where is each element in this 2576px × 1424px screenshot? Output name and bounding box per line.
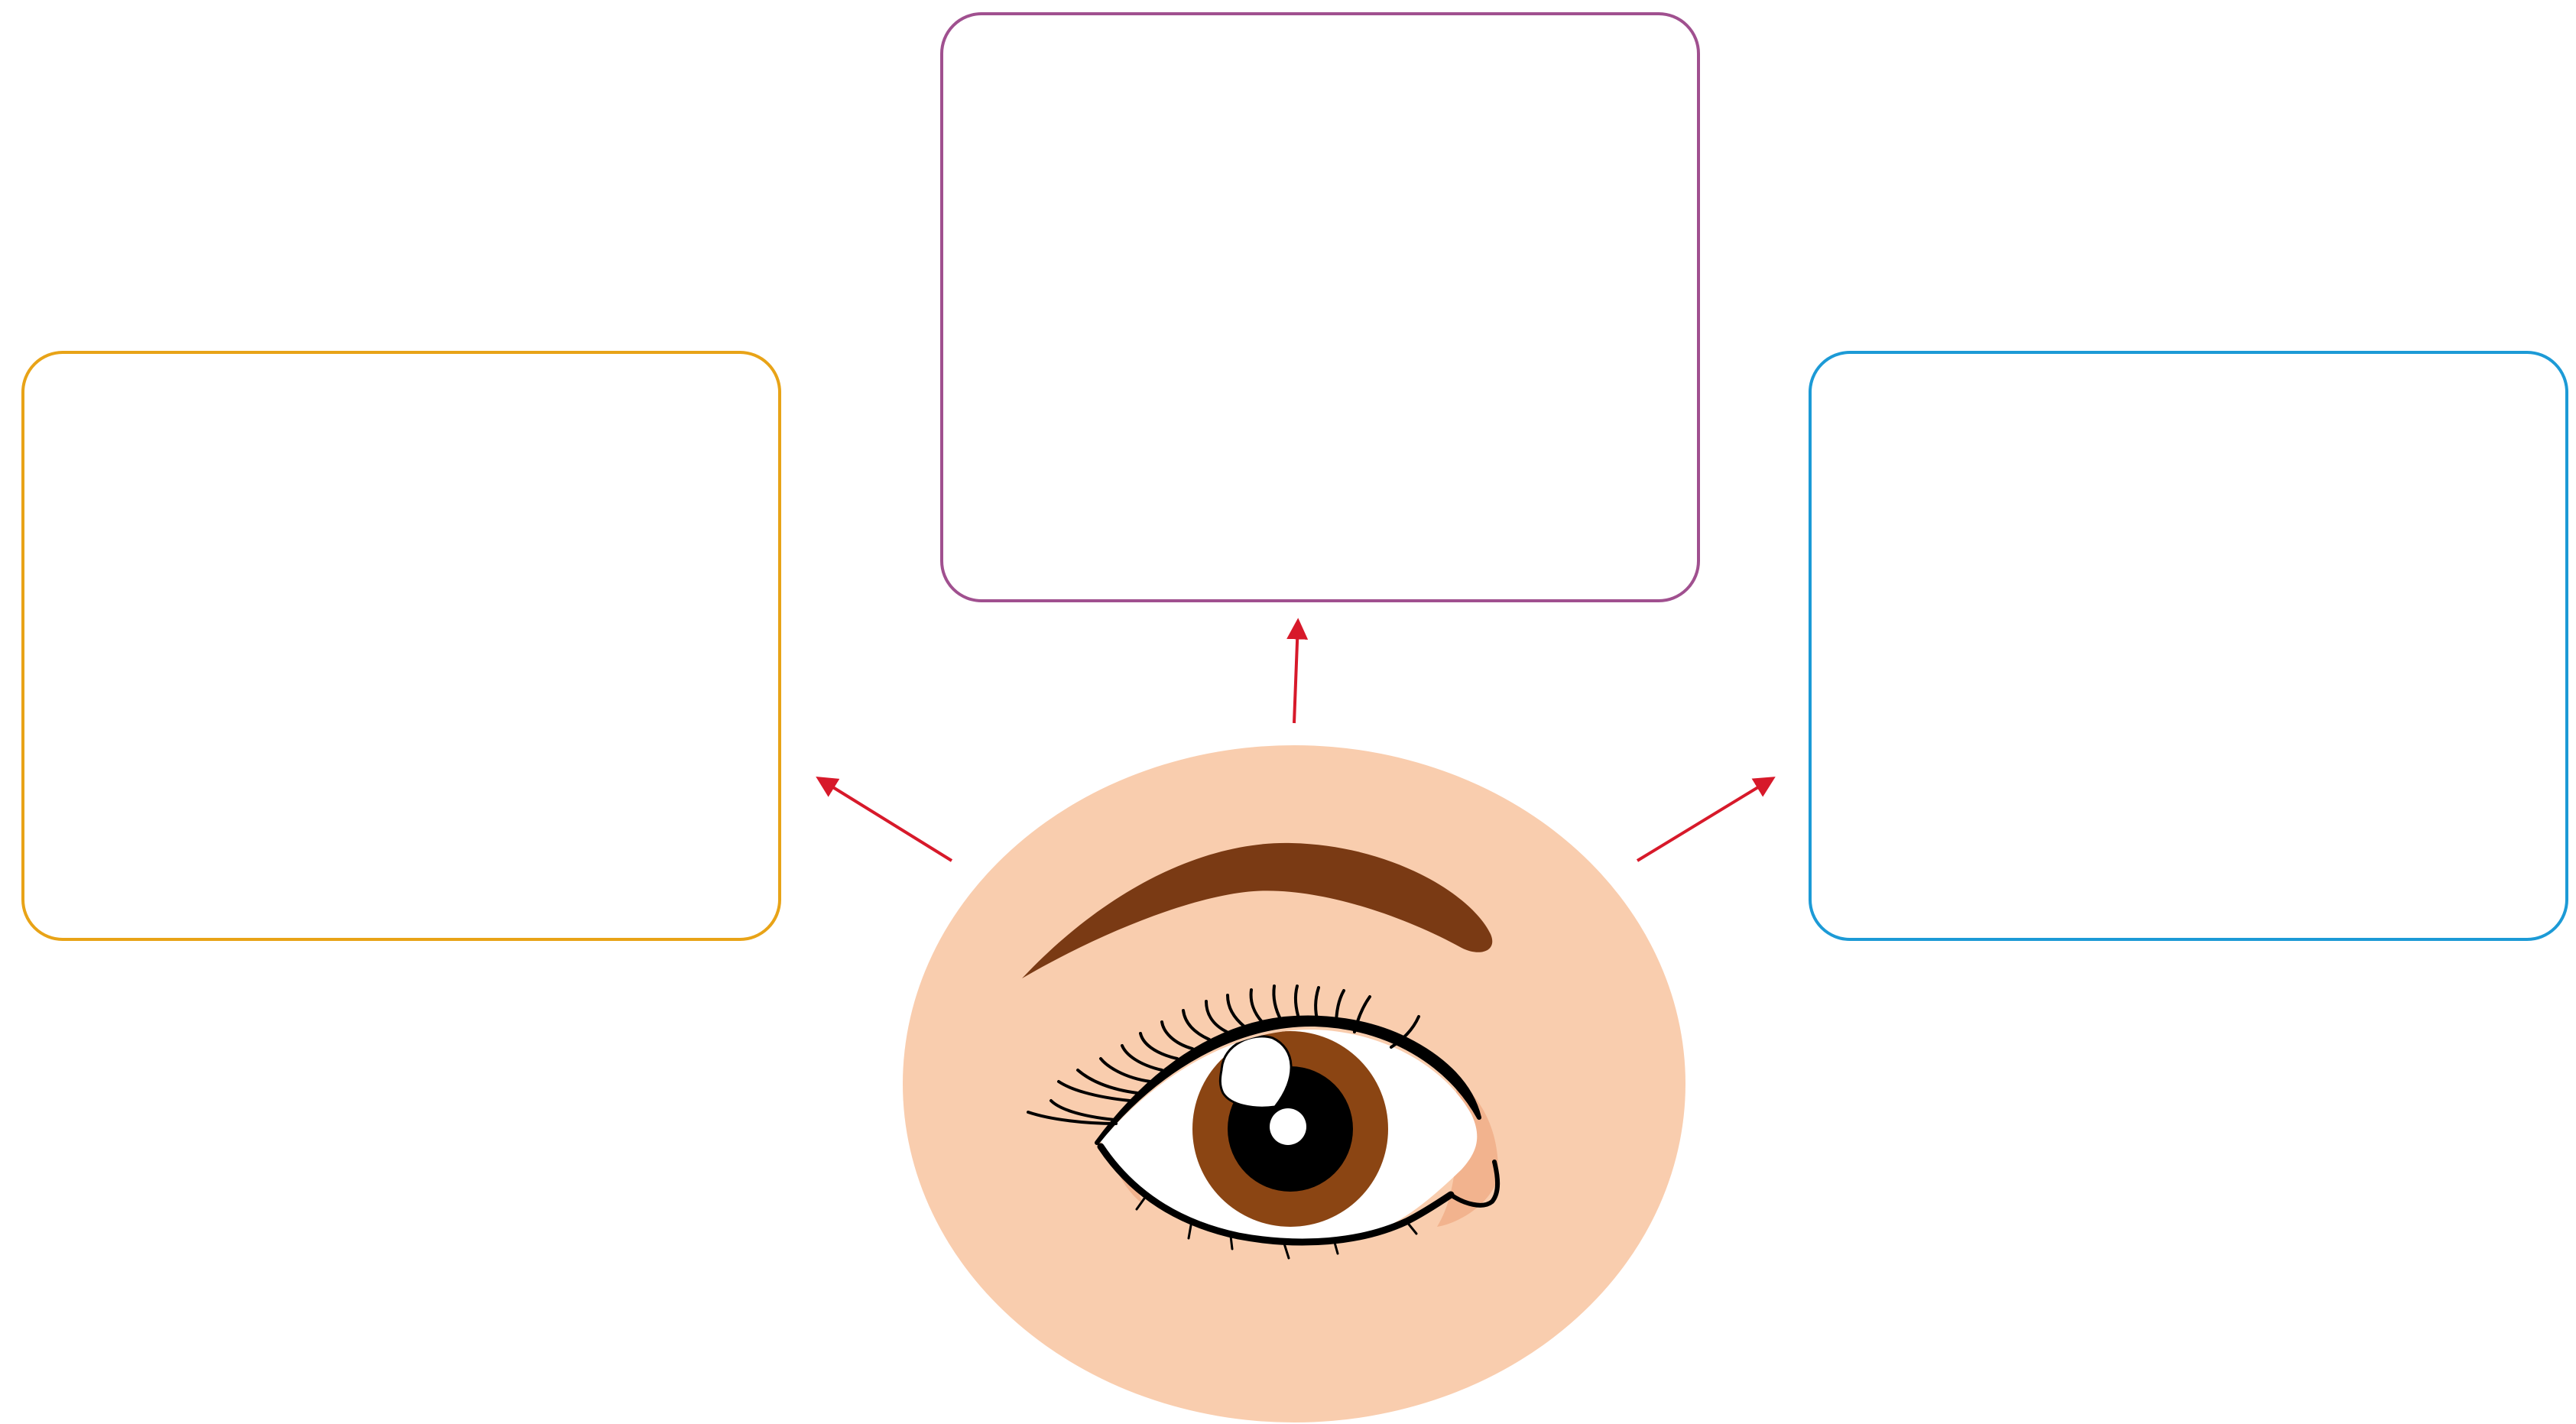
box-right-group <box>1809 351 2568 941</box>
eyebrow <box>1022 842 1493 978</box>
arrow-to-top-box <box>1286 618 1309 724</box>
arrow-to-right-box <box>1636 777 1776 862</box>
box-left-group <box>21 351 781 941</box>
box-top-group <box>940 12 1700 602</box>
eye-icon <box>903 745 1685 1422</box>
arrow-to-left-box <box>816 777 953 862</box>
lower-eyelid <box>1097 1143 1455 1246</box>
box-left <box>21 351 781 941</box>
box-right <box>1809 351 2568 941</box>
eye-highlight-small <box>1270 1108 1306 1145</box>
lower-eyelashes <box>1135 1197 1418 1260</box>
lower-lid-corner <box>1449 1160 1501 1208</box>
box-top <box>940 12 1700 602</box>
upper-eyelid <box>1095 1015 1481 1145</box>
upper-eyelashes <box>1027 984 1420 1125</box>
